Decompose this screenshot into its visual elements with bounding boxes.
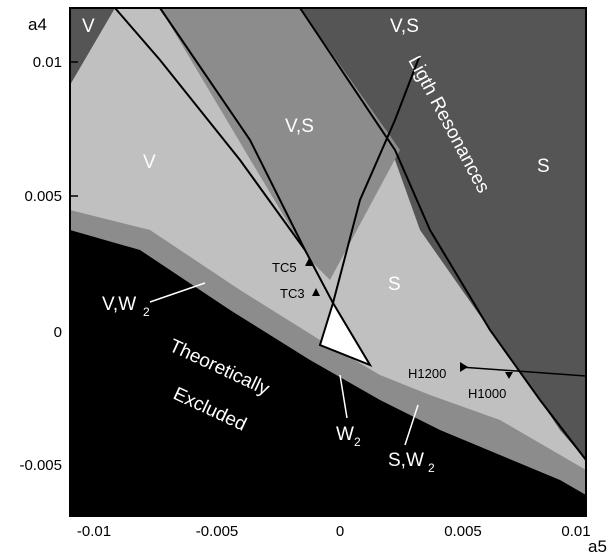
annotation-tc5: TC5: [272, 260, 297, 275]
region-top-left-dark: [70, 8, 115, 85]
region-label-v-top: V: [82, 16, 95, 37]
marker-tc5: [305, 258, 313, 266]
ytick-label: 0.005: [24, 188, 62, 205]
annotation-w2-sub: 2: [354, 435, 361, 449]
annotation-tc3: TC3: [280, 286, 305, 301]
arrow-w2: [339, 374, 348, 419]
x-ticks: [93, 508, 587, 516]
xtick-label: 0.01: [561, 523, 590, 540]
boundary-dark: [299, 7, 587, 461]
annotation-vw2-sub: 2: [143, 305, 150, 319]
region-label-vs-top: V,S: [390, 16, 419, 37]
region-label-v-left: V: [143, 152, 156, 173]
annotation-sw2-sub: 2: [428, 461, 435, 475]
annotation-sw2: S,W: [388, 450, 424, 471]
y-axis-label: a4: [28, 15, 47, 34]
annotation-h1200: H1200: [408, 366, 446, 381]
y-ticks: [70, 61, 78, 466]
region-label-vs-center: V,S: [285, 116, 314, 137]
arrow-vw2: [149, 282, 206, 303]
ytick-label: 0: [54, 324, 62, 341]
annotation-w2: W: [336, 424, 354, 445]
marker-h1200: [460, 362, 468, 372]
region-mid-gray: [160, 8, 400, 280]
region-allowed: [318, 300, 373, 368]
boundary-left-diag: [114, 7, 334, 304]
xtick-label: -0.005: [196, 523, 239, 540]
annotation-vw2: V,W: [102, 294, 136, 315]
boundary-vs: [159, 7, 306, 251]
annotation-h1000: H1000: [468, 386, 506, 401]
xtick-label: 0: [336, 523, 344, 540]
axes-frame: [69, 7, 587, 517]
xtick-label: -0.01: [77, 523, 111, 540]
arrow-sw2: [404, 404, 419, 446]
boundary-h-line: [459, 366, 587, 377]
region-excluded: [70, 230, 586, 516]
x-axis-label: a5: [588, 537, 607, 554]
region-label-s-right: S: [537, 156, 550, 177]
marker-tc3: [312, 288, 320, 296]
boundary-right-diag: [332, 54, 421, 304]
ytick-label: 0.01: [33, 54, 62, 71]
marker-h1000: [505, 372, 513, 379]
xtick-label: 0.005: [444, 523, 482, 540]
region-label-s-center: S: [388, 274, 401, 295]
ytick-label: -0.005: [19, 457, 62, 474]
